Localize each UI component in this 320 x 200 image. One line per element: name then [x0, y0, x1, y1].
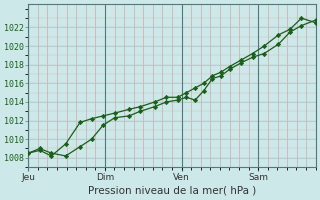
- X-axis label: Pression niveau de la mer( hPa ): Pression niveau de la mer( hPa ): [88, 186, 256, 196]
